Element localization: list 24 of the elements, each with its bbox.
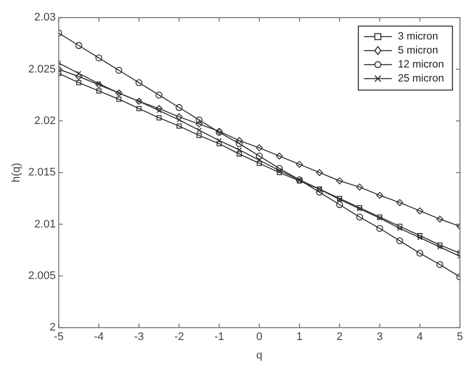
- x-tick-label: -1: [214, 331, 224, 344]
- x-tick-label: 5: [456, 331, 464, 344]
- y-tick-label: 2.02: [34, 114, 56, 127]
- y-axis-title: h(q): [10, 162, 23, 182]
- legend-label: 25 micron: [398, 72, 444, 84]
- x-tick-label: 3: [376, 331, 383, 344]
- x-tick-label: -5: [54, 331, 64, 344]
- x-tick-label: 1: [296, 331, 303, 344]
- legend-label: 3 micron: [398, 30, 438, 42]
- x-tick-label: 2: [336, 331, 343, 344]
- x-tick-label: 4: [416, 331, 423, 344]
- x-tick-label: -4: [94, 331, 104, 344]
- x-tick-label: -2: [174, 331, 184, 344]
- y-tick-label: 2.005: [28, 270, 56, 282]
- y-tick-label: 2.01: [34, 218, 56, 230]
- x-tick-label: 0: [256, 331, 262, 344]
- x-tick-label: -3: [134, 331, 144, 344]
- legend-label: 5 micron: [398, 44, 438, 56]
- x-axis-title: q: [256, 349, 262, 362]
- y-tick-label: 2.025: [28, 63, 56, 76]
- y-tick-label: 2.03: [34, 12, 56, 24]
- y-tick-label: 2: [50, 322, 56, 334]
- legend-label: 12 micron: [398, 58, 444, 70]
- y-tick-label: 2.015: [28, 166, 56, 179]
